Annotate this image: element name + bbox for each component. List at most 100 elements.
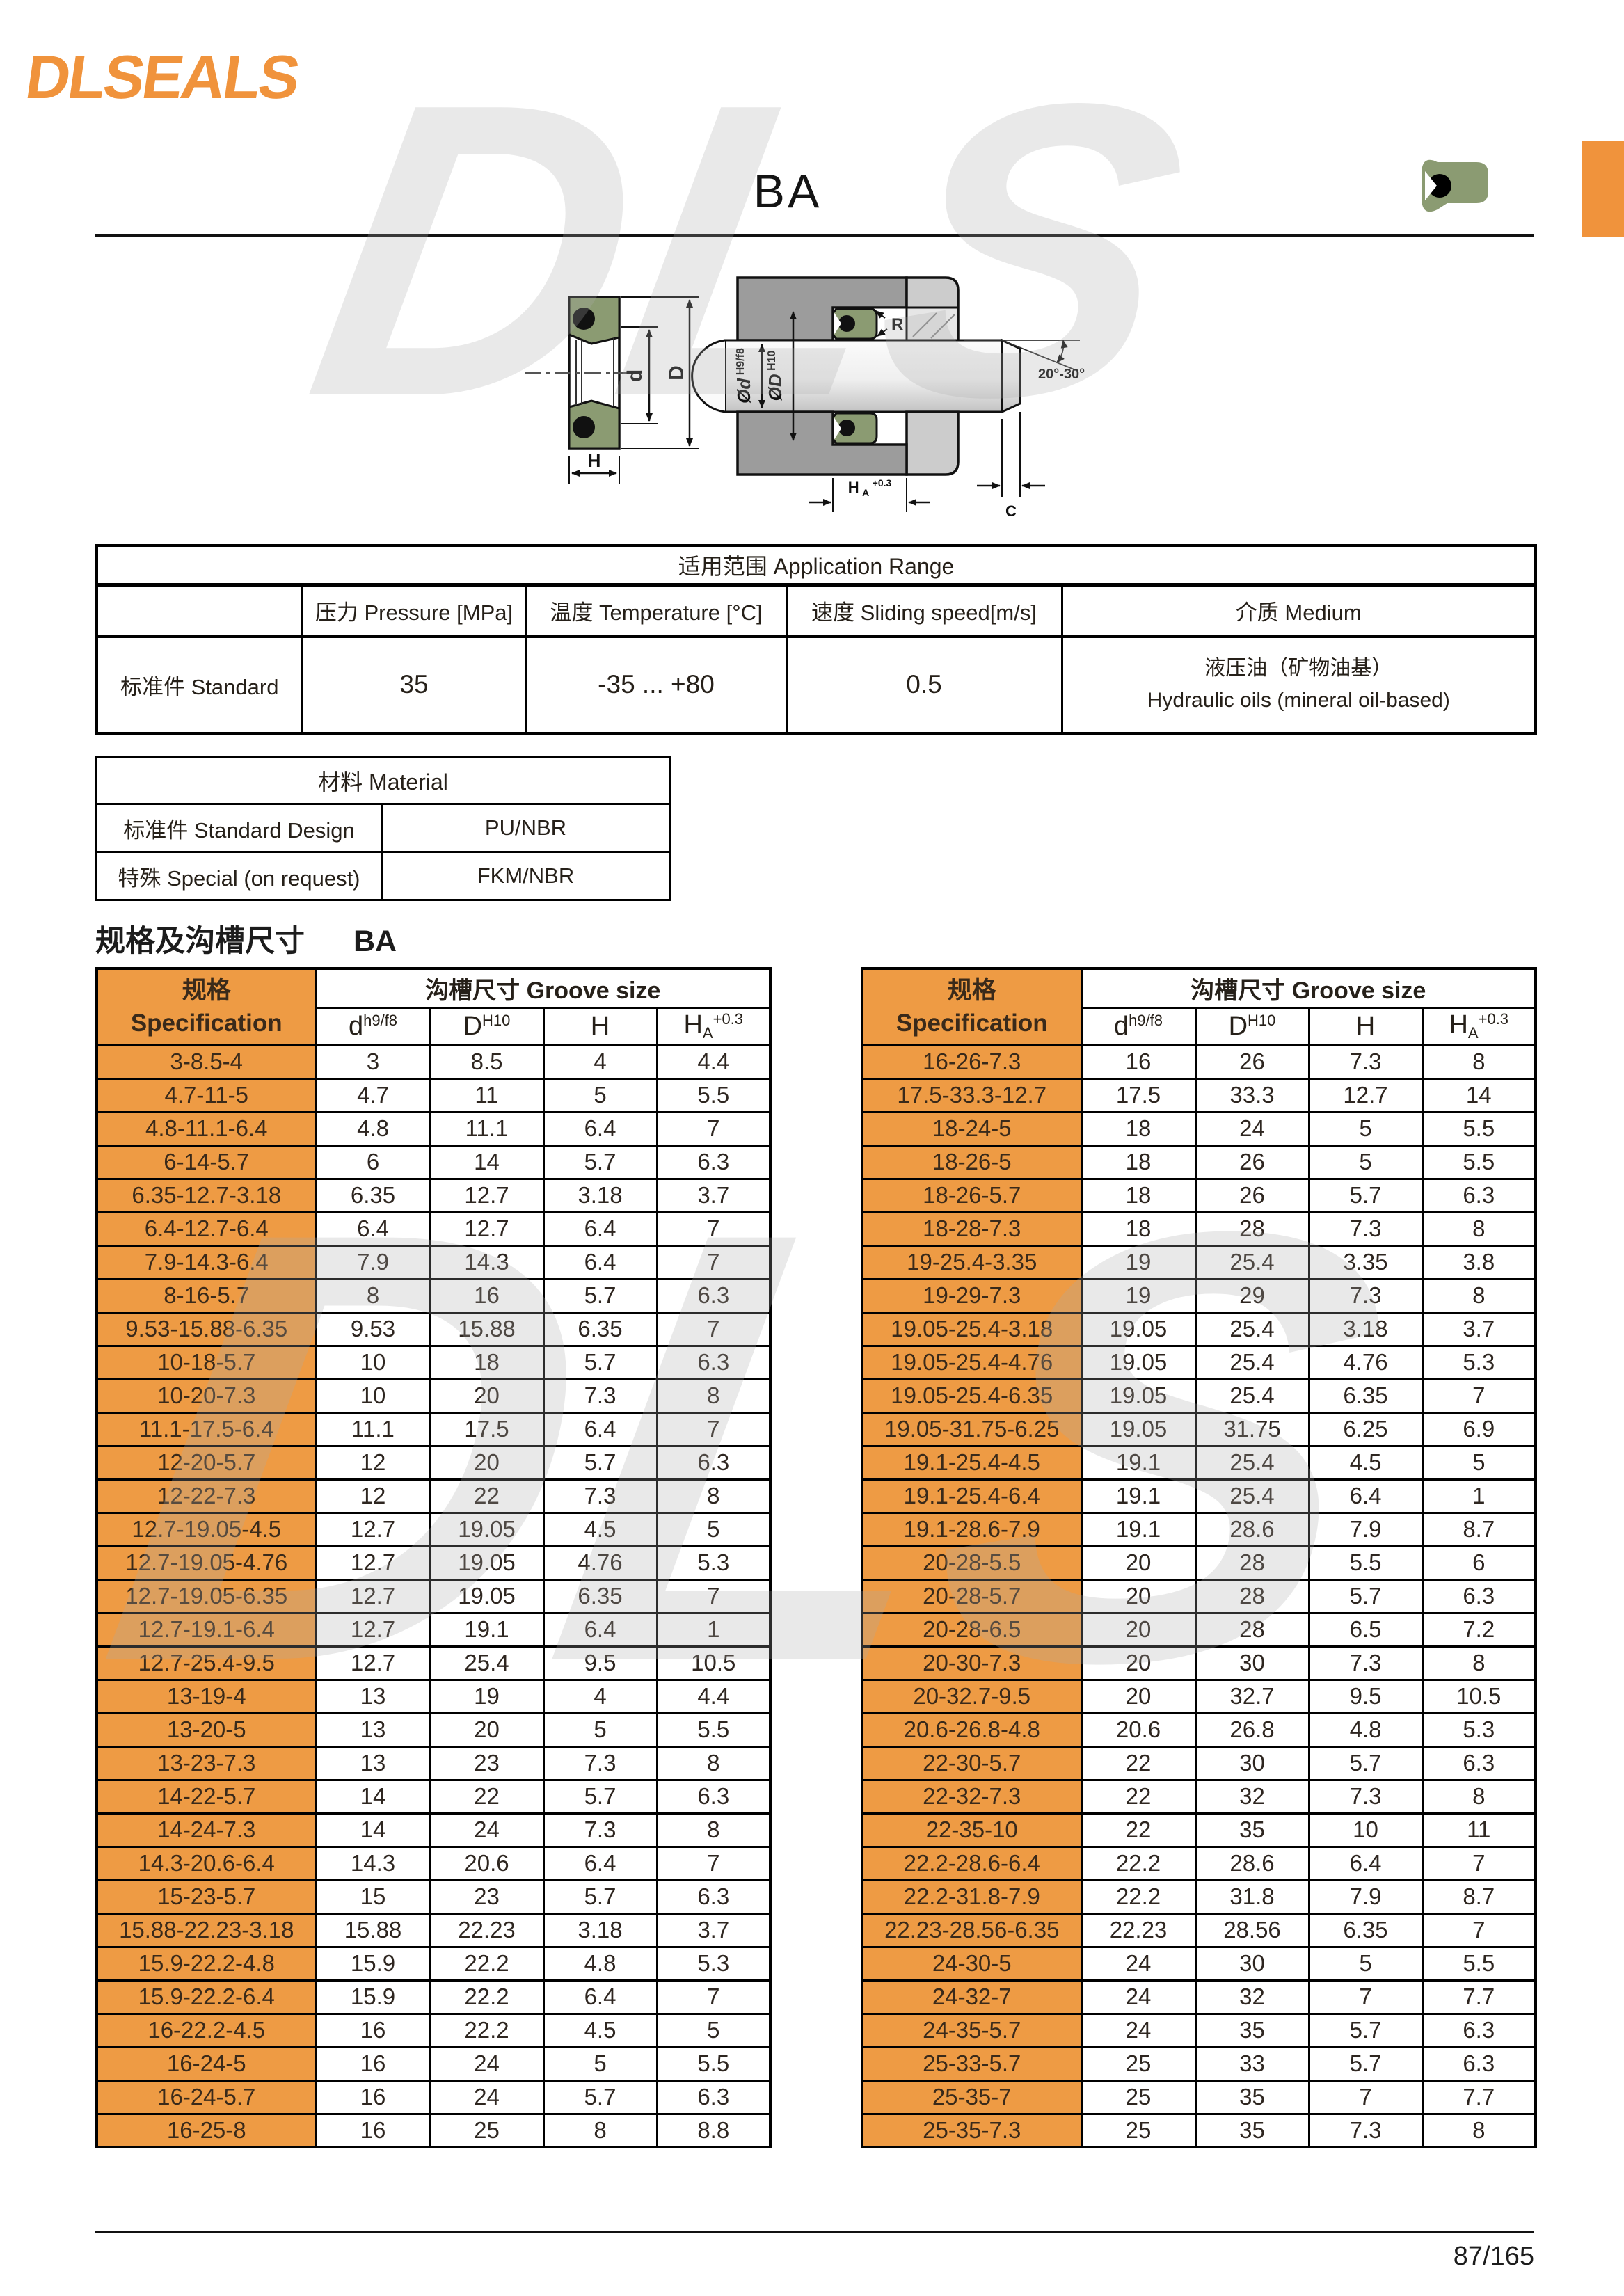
spec-cell: 18-28-7.3 <box>861 1211 1083 1247</box>
spec-header: 规格 Specification <box>861 967 1083 1046</box>
size-cell: 17.5 <box>429 1411 545 1447</box>
dimension-groove-depth: H A +0.3 <box>809 477 930 512</box>
spec-cell: 22.2-31.8-7.9 <box>861 1879 1083 1915</box>
dimension-radius: R <box>875 310 903 337</box>
spec-cell: 25-35-7.3 <box>861 2112 1083 2148</box>
spec-cell: 15-23-5.7 <box>95 1879 317 1915</box>
spec-cell: 13-20-5 <box>95 1712 317 1748</box>
size-cell: 5.7 <box>1307 1578 1424 1614</box>
technical-drawing: d D H <box>515 252 1099 548</box>
value-temperature: -35 ... +80 <box>525 635 788 735</box>
size-cell: 33 <box>1194 2046 1310 2082</box>
spec-cell: 7.9-14.3-6.4 <box>95 1244 317 1280</box>
size-cell: 6.4 <box>1307 1845 1424 1881</box>
size-cell: 6.25 <box>1307 1411 1424 1447</box>
size-cell: 16 <box>429 1277 545 1314</box>
table-row: 19.05-31.75-6.25 19.05 31.75 6.25 6.9 <box>861 1411 1537 1447</box>
size-cell: 16 <box>315 2046 431 2082</box>
size-cell: 4.7 <box>315 1077 431 1113</box>
size-cell: 7.3 <box>1307 1277 1424 1314</box>
size-cell: 16 <box>1080 1044 1197 1080</box>
size-cell: 5 <box>542 2046 658 2082</box>
size-cell: 26.8 <box>1194 1712 1310 1748</box>
size-cell: 25.4 <box>1194 1244 1310 1280</box>
size-cell: 8 <box>315 1277 431 1314</box>
size-cell: 30 <box>1194 1745 1310 1781</box>
spec-cell: 12.7-19.05-4.76 <box>95 1545 317 1581</box>
table-row: 6.4-12.7-6.4 6.4 12.7 6.4 7 <box>95 1211 772 1247</box>
size-cell: 35 <box>1194 2112 1310 2148</box>
spec-cell: 6.35-12.7-3.18 <box>95 1177 317 1213</box>
size-cell: 7.3 <box>1307 1778 1424 1815</box>
size-cell: 7 <box>655 1411 772 1447</box>
size-cell: 17.5 <box>1080 1077 1197 1113</box>
size-cell: 23 <box>429 1745 545 1781</box>
table-row: 16-26-7.3 16 26 7.3 8 <box>861 1044 1537 1080</box>
size-cell: 5.7 <box>1307 1177 1424 1213</box>
size-cell: 11 <box>1421 1812 1537 1848</box>
table-row: 4.7-11-5 4.7 11 5 5.5 <box>95 1077 772 1113</box>
table-row: 20-32.7-9.5 20 32.7 9.5 10.5 <box>861 1678 1537 1714</box>
size-cell: 28.6 <box>1194 1511 1310 1547</box>
section-title-cn: 规格及沟槽尺寸 <box>95 925 305 958</box>
spec-cell: 25-33-5.7 <box>861 2046 1083 2082</box>
value-speed: 0.5 <box>785 635 1063 735</box>
size-cell: 6.4 <box>542 1979 658 2015</box>
size-cell: 5 <box>542 1077 658 1113</box>
size-cell: 4 <box>542 1678 658 1714</box>
table-row: 20-28-5.7 20 28 5.7 6.3 <box>861 1578 1537 1614</box>
size-cell: 31.75 <box>1194 1411 1310 1447</box>
size-cell: 3 <box>315 1044 431 1080</box>
size-cell: 5 <box>1307 1144 1424 1180</box>
footer-rule <box>95 2231 1534 2233</box>
size-cell: 6.4 <box>542 1845 658 1881</box>
brand-logo: DLSEALS <box>22 42 303 111</box>
table-row: 8-16-5.7 8 16 5.7 6.3 <box>95 1277 772 1314</box>
size-cell: 12.7 <box>315 1511 431 1547</box>
size-cell: 22.2 <box>429 1979 545 2015</box>
table-row: 18-28-7.3 18 28 7.3 8 <box>861 1211 1537 1247</box>
spec-cell: 20-28-5.7 <box>861 1578 1083 1614</box>
table-row: 16-24-5 16 24 5 5.5 <box>95 2046 772 2082</box>
size-cell: 13 <box>315 1678 431 1714</box>
size-cell: 10 <box>1307 1812 1424 1848</box>
size-cell: 25.4 <box>1194 1311 1310 1347</box>
svg-text:ØD H10: ØD H10 <box>765 351 786 401</box>
spec-table-left-body: 3-8.5-4 3 8.5 4 4.4 4.7-11-5 4.7 11 5 5.5 4.8-11.1… <box>95 1044 772 2148</box>
size-cell: 3.35 <box>1307 1244 1424 1280</box>
dimension-D: D <box>621 296 699 449</box>
spec-cell: 20.6-26.8-4.8 <box>861 1712 1083 1748</box>
size-cell: 7.7 <box>1421 2079 1537 2115</box>
size-cell: 6.35 <box>1307 1378 1424 1414</box>
spec-cell: 15.88-22.23-3.18 <box>95 1912 317 1948</box>
size-cell: 24 <box>429 2046 545 2082</box>
size-cell: 1 <box>655 1611 772 1648</box>
size-cell: 25.4 <box>1194 1344 1310 1380</box>
size-cell: 19 <box>429 1678 545 1714</box>
size-cell: 20 <box>1080 1578 1197 1614</box>
size-cell: 20.6 <box>429 1845 545 1881</box>
table-row: 3-8.5-4 3 8.5 4 4.4 <box>95 1044 772 1080</box>
size-cell: 26 <box>1194 1177 1310 1213</box>
material-title: 材料 Material <box>95 756 671 805</box>
table-row: 25-35-7.3 25 35 7.3 8 <box>861 2112 1537 2148</box>
size-cell: 24 <box>1194 1110 1310 1147</box>
table-row: 19.1-25.4-4.5 19.1 25.4 4.5 5 <box>861 1444 1537 1481</box>
size-cell: 8 <box>1421 1277 1537 1314</box>
application-range-table: 适用范围 Application Range 压力 Pressure [MPa]… <box>95 544 1538 735</box>
size-cell: 6.4 <box>542 1611 658 1648</box>
page-number: 87/165 <box>1453 2242 1534 2271</box>
table-row: 20.6-26.8-4.8 20.6 26.8 4.8 5.3 <box>861 1712 1537 1748</box>
size-cell: 25 <box>1080 2046 1197 2082</box>
size-cell: 22.23 <box>429 1912 545 1948</box>
spec-cell: 6.4-12.7-6.4 <box>95 1211 317 1247</box>
spec-cell: 24-30-5 <box>861 1945 1083 1982</box>
size-cell: 24 <box>429 2079 545 2115</box>
spec-cell: 12.7-19.05-4.5 <box>95 1511 317 1547</box>
size-cell: 14.3 <box>315 1845 431 1881</box>
col-header-d: dh9/f8 <box>1080 1006 1197 1046</box>
table-row: 22.2-28.6-6.4 22.2 28.6 6.4 7 <box>861 1845 1537 1881</box>
size-cell: 13 <box>315 1712 431 1748</box>
row-label-standard: 标准件 Standard <box>95 635 303 735</box>
spec-cell: 12.7-19.1-6.4 <box>95 1611 317 1648</box>
